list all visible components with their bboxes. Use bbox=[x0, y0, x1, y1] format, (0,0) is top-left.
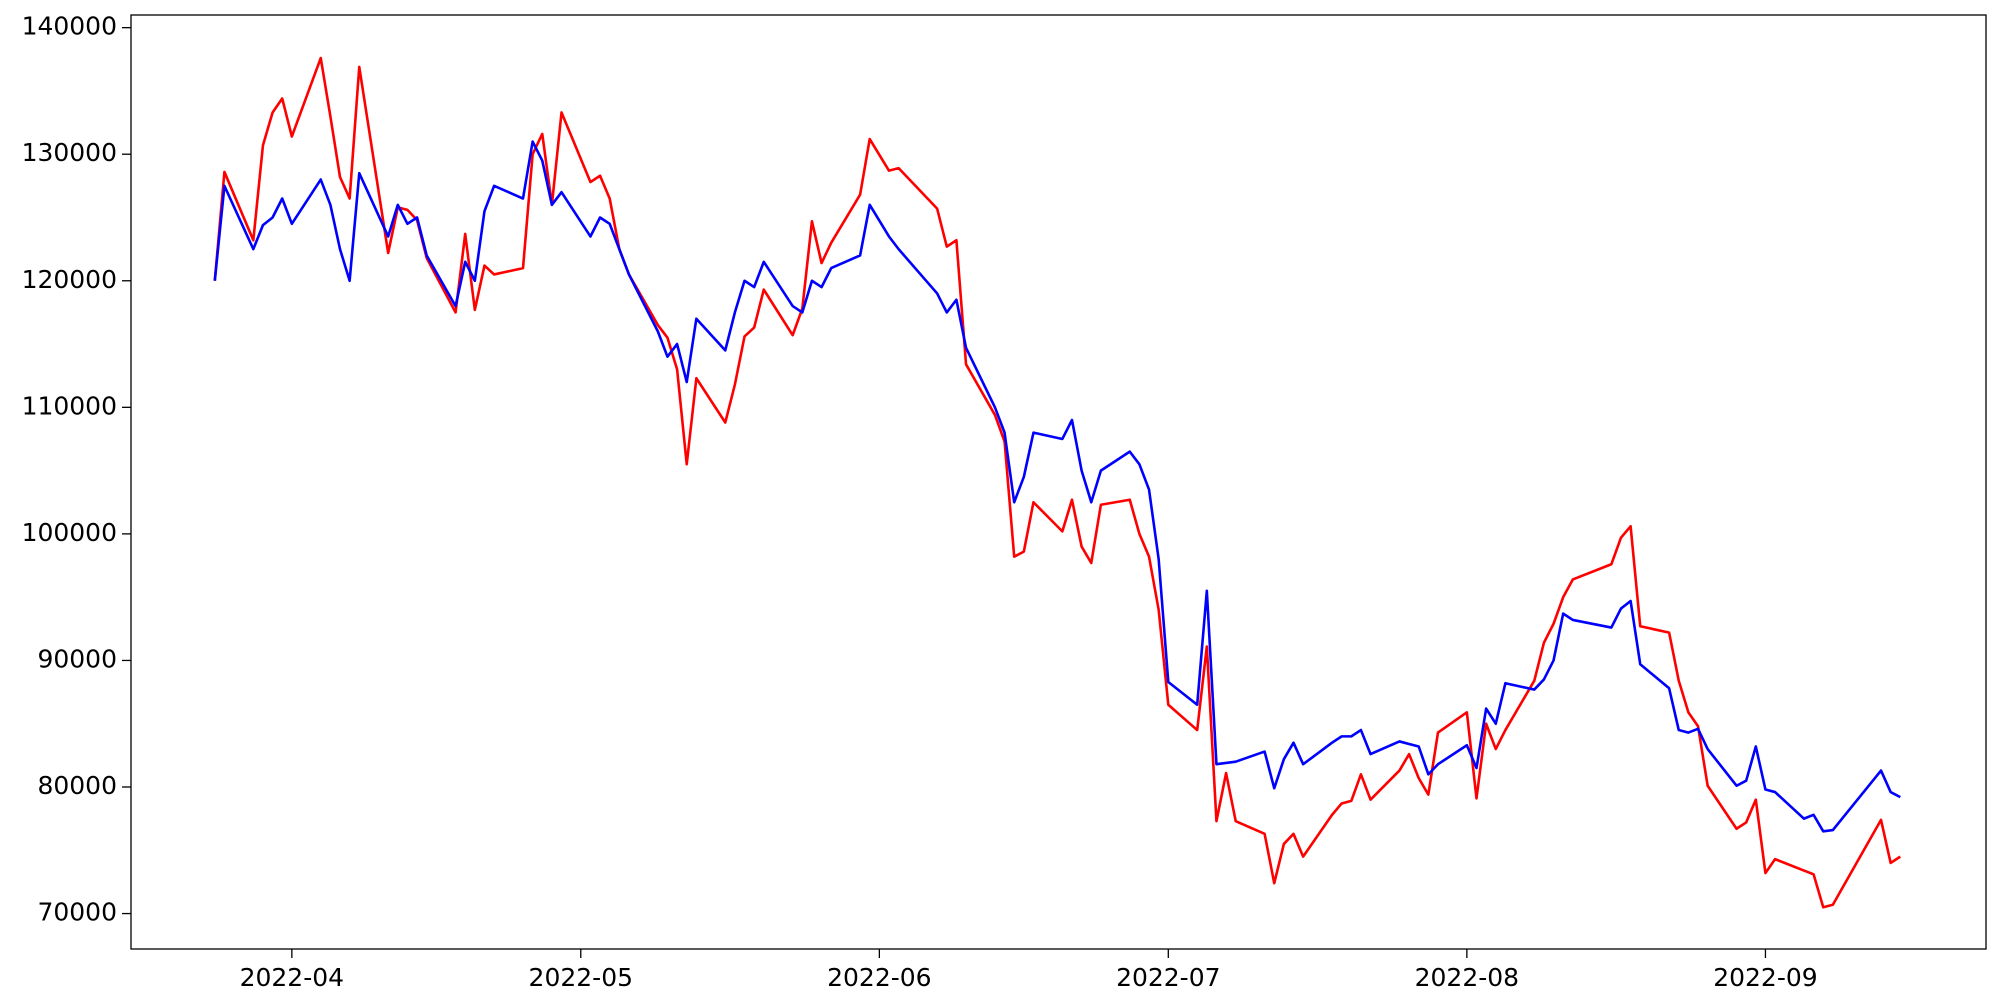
y-tick-label: 100000 bbox=[22, 518, 117, 547]
x-tick-label: 2022-06 bbox=[827, 963, 931, 992]
y-tick-label: 80000 bbox=[37, 771, 117, 800]
y-tick-label: 120000 bbox=[22, 265, 117, 294]
line-series bbox=[213, 56, 1901, 909]
y-tick-label: 70000 bbox=[37, 898, 117, 927]
y-tick-label: 110000 bbox=[22, 391, 117, 420]
y-tick-label: 90000 bbox=[37, 644, 117, 673]
x-tick-label: 2022-04 bbox=[240, 963, 344, 992]
line-series bbox=[213, 140, 1901, 833]
plot-frame bbox=[130, 14, 1987, 950]
x-tick-label: 2022-08 bbox=[1415, 963, 1519, 992]
x-tick-label: 2022-05 bbox=[529, 963, 633, 992]
y-tick-label: 140000 bbox=[22, 12, 117, 41]
y-tick-label: 130000 bbox=[22, 138, 117, 167]
x-tick-label: 2022-09 bbox=[1713, 963, 1817, 992]
x-tick-label: 2022-07 bbox=[1116, 963, 1220, 992]
